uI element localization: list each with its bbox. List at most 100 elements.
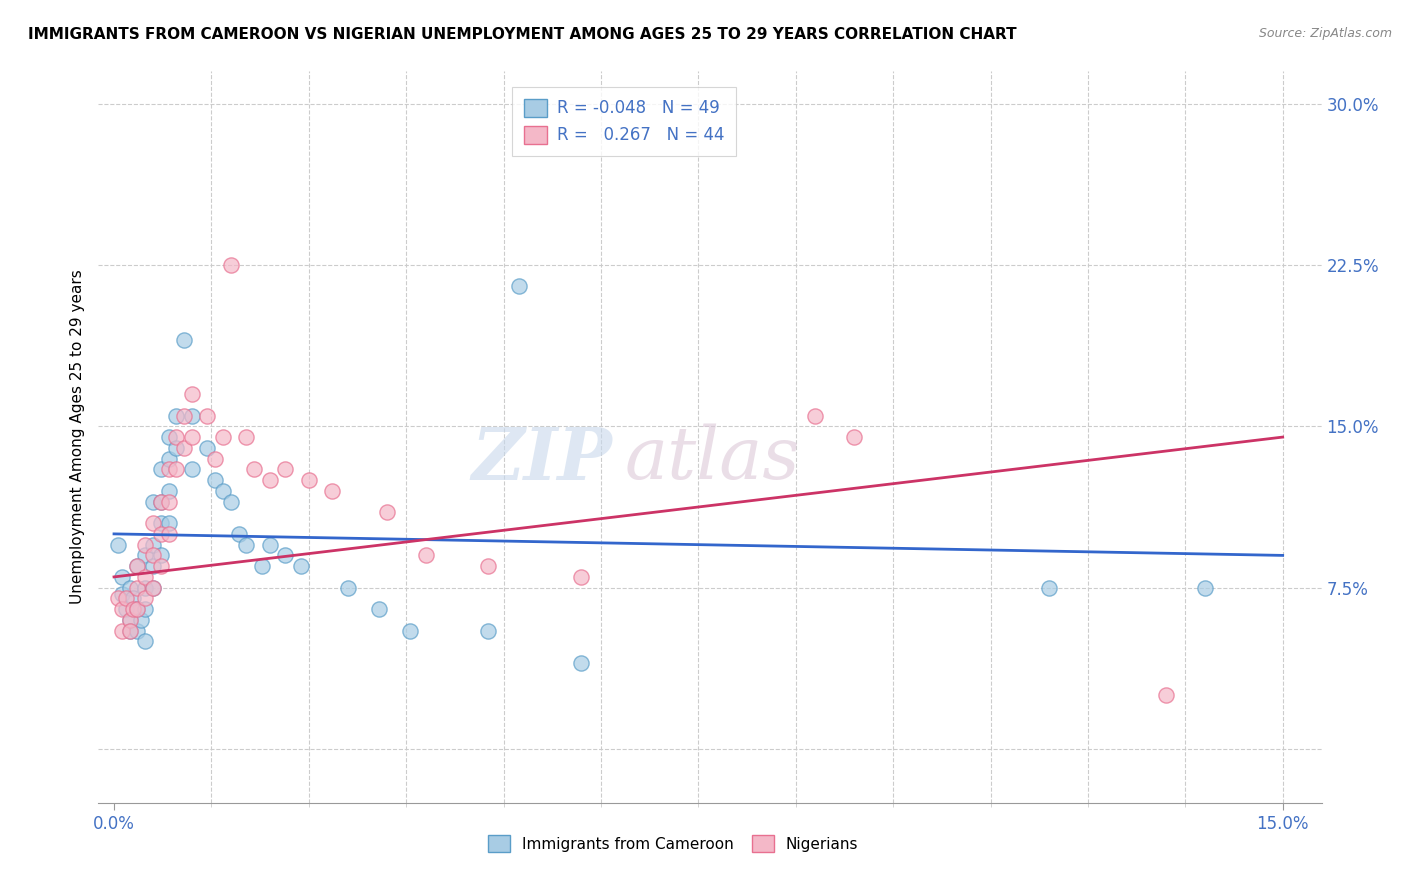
Point xyxy=(157,430,180,444)
Point xyxy=(274,462,297,476)
Point xyxy=(180,462,202,476)
Point xyxy=(157,516,180,530)
Point xyxy=(157,462,180,476)
Point xyxy=(118,613,141,627)
Point xyxy=(149,516,172,530)
Point xyxy=(111,602,134,616)
Point xyxy=(111,624,134,638)
Point xyxy=(197,409,219,423)
Point xyxy=(149,549,172,563)
Point xyxy=(367,602,389,616)
Point xyxy=(844,430,866,444)
Point xyxy=(165,462,187,476)
Point xyxy=(274,549,297,563)
Point xyxy=(173,409,195,423)
Point xyxy=(118,581,141,595)
Point xyxy=(122,591,145,606)
Point xyxy=(173,333,195,347)
Point xyxy=(250,559,273,574)
Point xyxy=(228,527,250,541)
Point xyxy=(375,505,398,519)
Point xyxy=(142,581,165,595)
Point xyxy=(134,581,156,595)
Point xyxy=(134,549,156,563)
Point xyxy=(134,602,156,616)
Point xyxy=(114,591,136,606)
Point xyxy=(477,559,499,574)
Point xyxy=(290,559,312,574)
Point xyxy=(134,570,156,584)
Point xyxy=(180,387,202,401)
Point xyxy=(149,494,172,508)
Legend: Immigrants from Cameroon, Nigerians: Immigrants from Cameroon, Nigerians xyxy=(479,826,868,861)
Point xyxy=(142,581,165,595)
Point xyxy=(129,613,152,627)
Point xyxy=(149,462,172,476)
Point xyxy=(235,430,257,444)
Point xyxy=(127,624,149,638)
Point xyxy=(118,624,141,638)
Point xyxy=(118,613,141,627)
Point xyxy=(134,634,156,648)
Point xyxy=(107,591,129,606)
Text: ZIP: ZIP xyxy=(471,424,612,494)
Point xyxy=(149,559,172,574)
Point xyxy=(180,430,202,444)
Point xyxy=(1154,688,1177,702)
Point xyxy=(122,602,145,616)
Point xyxy=(1194,581,1216,595)
Point xyxy=(118,624,141,638)
Point xyxy=(134,538,156,552)
Point xyxy=(180,409,202,423)
Point xyxy=(204,473,226,487)
Point xyxy=(157,527,180,541)
Point xyxy=(165,430,187,444)
Point xyxy=(127,602,149,616)
Point xyxy=(149,527,172,541)
Point xyxy=(157,483,180,498)
Point xyxy=(259,538,281,552)
Point xyxy=(235,538,257,552)
Point xyxy=(142,549,165,563)
Point xyxy=(399,624,422,638)
Point xyxy=(508,279,530,293)
Point xyxy=(142,494,165,508)
Point xyxy=(321,483,343,498)
Point xyxy=(477,624,499,638)
Point xyxy=(157,494,180,508)
Point xyxy=(212,483,235,498)
Point xyxy=(1038,581,1060,595)
Point xyxy=(243,462,266,476)
Point xyxy=(127,581,149,595)
Point xyxy=(204,451,226,466)
Point xyxy=(197,441,219,455)
Y-axis label: Unemployment Among Ages 25 to 29 years: Unemployment Among Ages 25 to 29 years xyxy=(69,269,84,605)
Point xyxy=(157,451,180,466)
Point xyxy=(571,656,593,670)
Point xyxy=(127,559,149,574)
Point xyxy=(571,570,593,584)
Point xyxy=(149,494,172,508)
Point xyxy=(173,441,195,455)
Point xyxy=(336,581,359,595)
Point xyxy=(107,538,129,552)
Point xyxy=(298,473,321,487)
Point xyxy=(111,587,134,601)
Point xyxy=(804,409,827,423)
Text: IMMIGRANTS FROM CAMEROON VS NIGERIAN UNEMPLOYMENT AMONG AGES 25 TO 29 YEARS CORR: IMMIGRANTS FROM CAMEROON VS NIGERIAN UNE… xyxy=(28,27,1017,42)
Point xyxy=(142,516,165,530)
Point xyxy=(134,591,156,606)
Text: atlas: atlas xyxy=(624,424,800,494)
Text: Source: ZipAtlas.com: Source: ZipAtlas.com xyxy=(1258,27,1392,40)
Point xyxy=(165,409,187,423)
Point xyxy=(114,602,136,616)
Point xyxy=(212,430,235,444)
Point xyxy=(219,258,242,272)
Point xyxy=(142,538,165,552)
Point xyxy=(111,570,134,584)
Point xyxy=(127,559,149,574)
Point xyxy=(127,602,149,616)
Point xyxy=(165,441,187,455)
Point xyxy=(415,549,437,563)
Point xyxy=(259,473,281,487)
